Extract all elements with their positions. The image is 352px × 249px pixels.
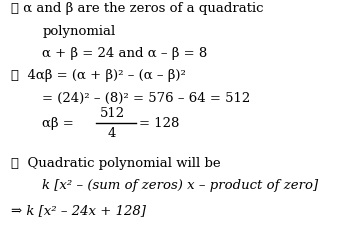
Text: polynomial: polynomial (42, 25, 115, 38)
Text: ∴  4αβ = (α + β)² – (α – β)²: ∴ 4αβ = (α + β)² – (α – β)² (11, 69, 186, 82)
Text: αβ =: αβ = (42, 117, 74, 130)
Text: 4: 4 (107, 127, 116, 140)
Text: = (24)² – (8)² = 576 – 64 = 512: = (24)² – (8)² = 576 – 64 = 512 (42, 92, 251, 105)
Text: ∴ α and β are the zeros of a quadratic: ∴ α and β are the zeros of a quadratic (11, 2, 263, 15)
Text: ∴  Quadratic polynomial will be: ∴ Quadratic polynomial will be (11, 157, 220, 170)
Text: α + β = 24 and α – β = 8: α + β = 24 and α – β = 8 (42, 47, 207, 60)
Text: = 128: = 128 (139, 117, 180, 130)
Text: 512: 512 (100, 107, 125, 120)
Text: ⇒ k [x² – 24x + 128]: ⇒ k [x² – 24x + 128] (11, 204, 145, 217)
Text: k [x² – (sum of zeros) x – product of zero]: k [x² – (sum of zeros) x – product of ze… (42, 179, 318, 192)
